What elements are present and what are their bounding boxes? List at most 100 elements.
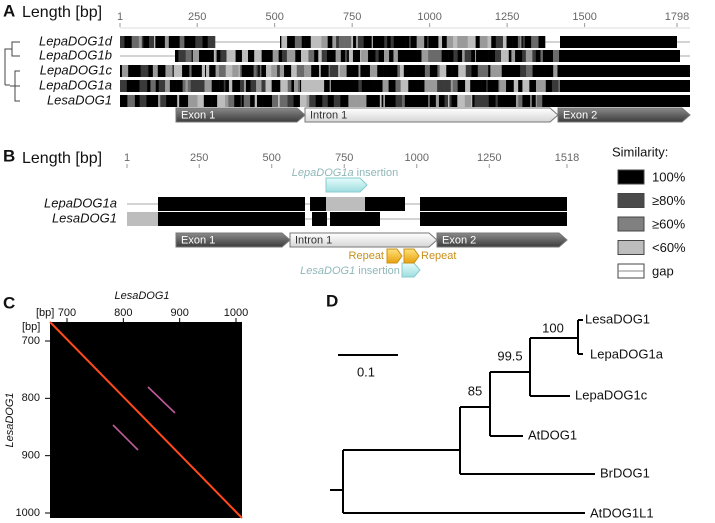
alignment-block	[214, 36, 216, 48]
alignment-block	[190, 80, 199, 92]
axis-title: Length [bp]	[22, 150, 102, 167]
alignment-block	[424, 36, 428, 48]
alignment-block	[311, 65, 320, 77]
alignment-block	[531, 80, 537, 92]
insertion-gene: LesaDOG1	[300, 265, 355, 277]
alignment-block	[197, 95, 205, 107]
feature-label: Exon 1	[181, 234, 215, 246]
alignment-block	[352, 50, 361, 62]
panel-letter: B	[3, 146, 15, 165]
alignment-block	[378, 50, 385, 62]
legend-swatch	[617, 193, 645, 208]
alignment-block	[387, 50, 390, 62]
alignment-block	[433, 95, 437, 107]
alignment-block	[522, 95, 527, 107]
alignment-block	[243, 80, 247, 92]
alignment-block	[338, 65, 341, 77]
alignment-block	[261, 80, 263, 92]
alignment-block	[437, 65, 440, 77]
alignment-block	[353, 36, 357, 48]
alignment-block	[173, 65, 178, 77]
alignment-block	[126, 80, 130, 92]
alignment-block	[435, 95, 440, 107]
alignment-block	[241, 65, 246, 77]
alignment-block	[290, 36, 296, 48]
alignment-block	[361, 65, 368, 77]
alignment-block	[226, 50, 233, 62]
alignment-block	[420, 197, 567, 211]
alignment-block	[549, 95, 557, 107]
alignment-block	[280, 80, 289, 92]
alignment-block	[128, 65, 130, 77]
alignment-block	[356, 95, 362, 107]
leaf-label: LesaDOG1	[585, 311, 650, 326]
alignment-block	[499, 65, 503, 77]
alignment-block	[502, 36, 507, 48]
alignment-block	[291, 65, 298, 77]
unit-label: [bp]	[22, 321, 40, 333]
alignment-block	[299, 80, 302, 92]
feature-arrow	[436, 232, 568, 248]
alignment-block	[256, 95, 263, 107]
alignment-block	[383, 95, 386, 107]
alignment-block	[384, 50, 388, 62]
alignment-block	[404, 95, 413, 107]
alignment-block	[526, 65, 533, 77]
alignment-block	[417, 80, 424, 92]
alignment-block	[511, 50, 516, 62]
x-tick-label: 900	[170, 307, 188, 319]
alignment-block	[219, 80, 225, 92]
alignment-block	[250, 80, 257, 92]
sequence-label: LepaDOG1a	[39, 77, 112, 92]
alignment-block	[301, 36, 305, 48]
legend-label: <60%	[652, 240, 686, 255]
alignment-block	[471, 65, 479, 77]
alignment-block	[148, 65, 154, 77]
alignment-block	[231, 50, 236, 62]
tick-label: 750	[343, 11, 361, 23]
alignment-block	[366, 95, 375, 107]
alignment-block	[215, 50, 218, 62]
feature-label: Exon 1	[181, 109, 215, 121]
alignment-block	[512, 36, 519, 48]
alignment-block	[166, 95, 170, 107]
alignment-block	[520, 36, 522, 48]
alignment-block	[278, 50, 283, 62]
alignment-block	[134, 95, 140, 107]
alignment-block	[182, 95, 185, 107]
alignment-block	[538, 36, 546, 48]
alignment-block	[298, 50, 302, 62]
alignment-block	[483, 50, 489, 62]
alignment-block	[232, 65, 239, 77]
alignment-block	[169, 80, 173, 92]
tick-label: 1	[124, 152, 130, 164]
insertion-text: insertion	[358, 265, 400, 277]
alignment-block	[120, 65, 123, 77]
alignment-block	[555, 95, 560, 107]
x-tick-label: 800	[114, 307, 132, 319]
alignment-block	[149, 36, 155, 48]
alignment-block	[186, 95, 189, 107]
x-axis-title: LesaDOG1	[114, 290, 169, 302]
alignment-block	[384, 36, 388, 48]
alignment-block	[182, 65, 190, 77]
alignment-block	[495, 36, 504, 48]
tree	[330, 319, 595, 514]
insertion-arrow	[325, 177, 368, 193]
alignment-block	[278, 80, 281, 92]
alignment-block	[433, 36, 439, 48]
alignment-block	[321, 50, 328, 62]
alignment-block	[158, 95, 161, 107]
alignment-block	[545, 80, 553, 92]
alignment-block	[281, 50, 288, 62]
alignment-block	[541, 50, 543, 62]
alignment-block	[476, 50, 480, 62]
alignment-block	[553, 65, 558, 77]
alignment-block	[281, 36, 288, 48]
x-tick-label: 1000	[224, 307, 248, 319]
alignment-block	[375, 50, 379, 62]
alignment-block	[410, 36, 417, 48]
alignment-block	[442, 36, 448, 48]
alignment-block	[319, 65, 322, 77]
legend-swatch	[617, 169, 645, 185]
